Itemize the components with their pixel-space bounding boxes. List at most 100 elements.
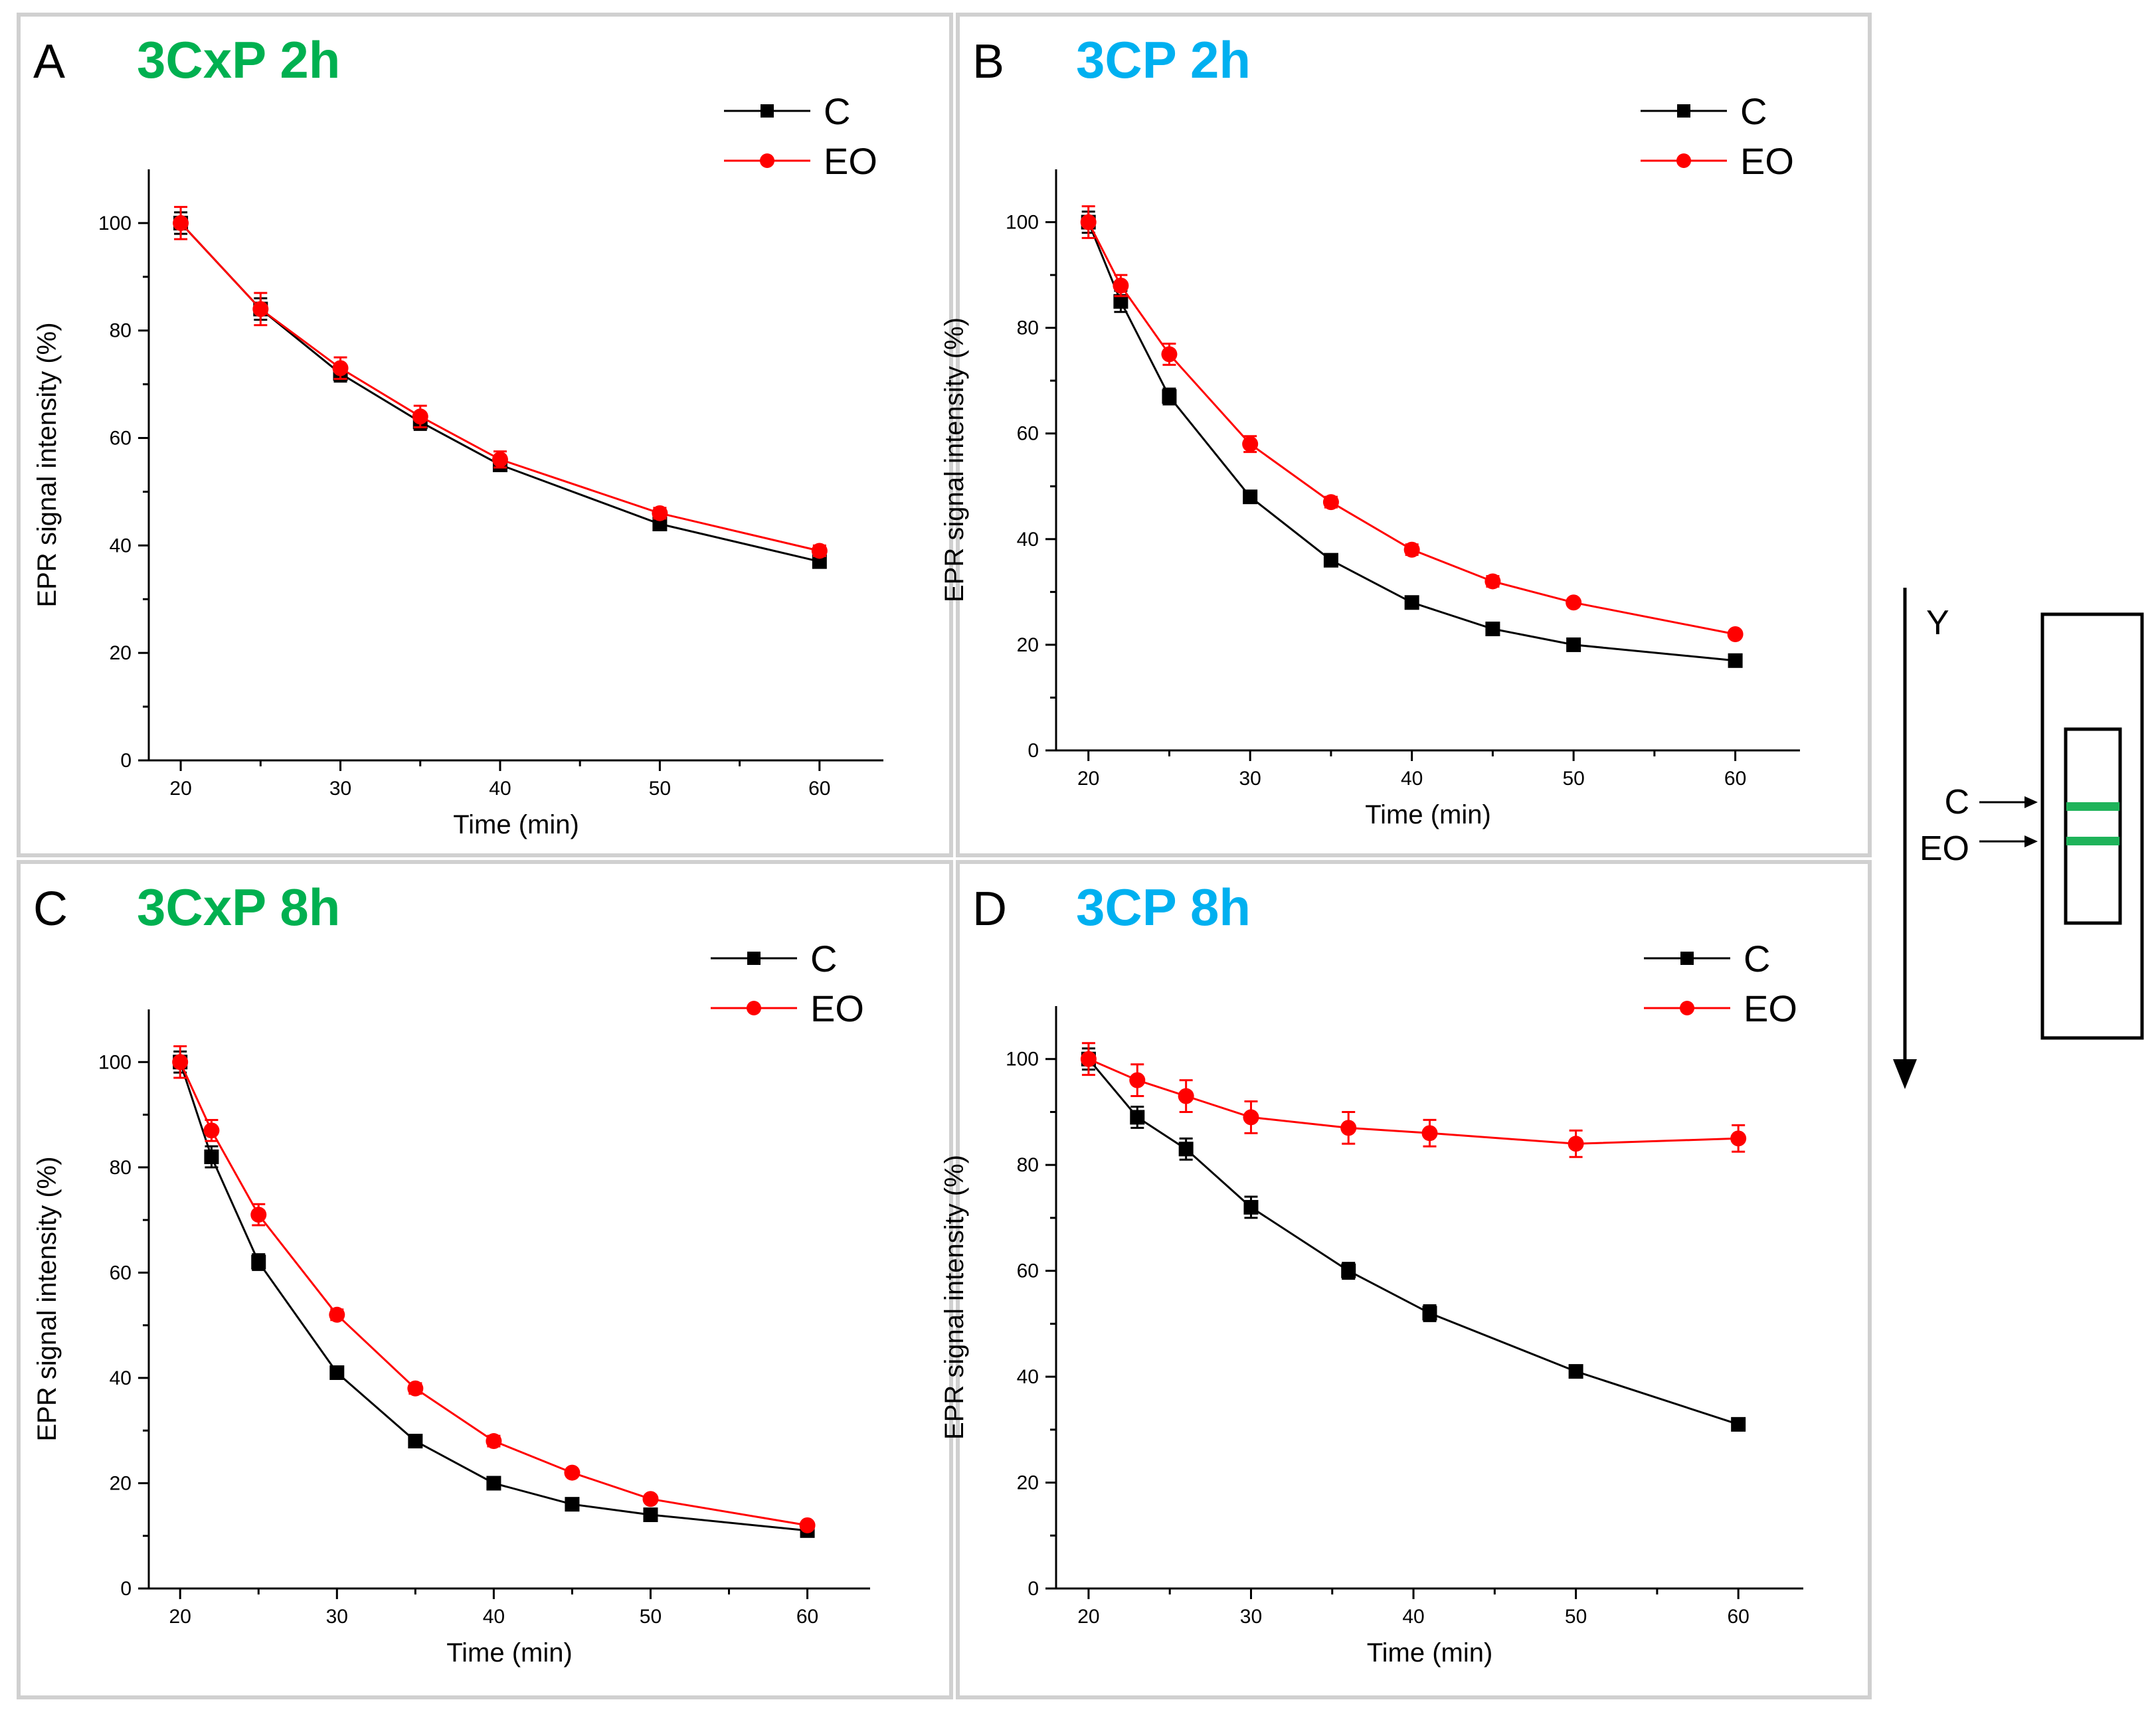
series-eo-point [1129, 1072, 1146, 1088]
y-tick-label: 100 [98, 213, 132, 234]
x-tick-label: 30 [1239, 768, 1261, 790]
y-tick-label: 60 [1017, 1260, 1039, 1282]
x-tick-label: 60 [1724, 768, 1746, 790]
x-tick-label: 20 [169, 1606, 191, 1628]
outer-strip [2040, 612, 2144, 1040]
series-c-point [1178, 1142, 1194, 1157]
y-axis-label: EPR signal intensity (%) [940, 317, 969, 602]
series-c-point [1422, 1306, 1437, 1321]
x-tick-label: 50 [1565, 1606, 1587, 1628]
y-tick-label: 80 [1017, 1154, 1039, 1176]
legend-label: C [1740, 90, 1767, 132]
series-eo-line [179, 1061, 808, 1527]
y-tick-label: 100 [98, 1051, 132, 1073]
y-tick-label: 80 [110, 1157, 132, 1179]
series-eo-point [250, 1207, 267, 1223]
series-c-point [1113, 294, 1128, 309]
y-direction-arrowhead [1893, 1059, 1917, 1089]
legend-label: C [1744, 938, 1770, 980]
series-c-line [1087, 1058, 1739, 1426]
x-tick-label: 40 [1402, 1606, 1424, 1628]
series-eo-point [652, 505, 668, 521]
series-eo-point [1730, 1130, 1747, 1147]
x-tick-label: 40 [1401, 768, 1423, 790]
panel-title: 3CxP 8h [137, 878, 340, 936]
series-eo-point [486, 1433, 502, 1450]
y-tick-label: 60 [110, 1262, 132, 1284]
series-eo-point [1568, 1136, 1584, 1152]
series-eo-point [1080, 214, 1097, 230]
panel-a: A 3CxP 2h 0 20 40 60 80 100 20 30 40 50 60 Time (min)… [17, 13, 953, 857]
x-axis-label: Time (min) [1365, 800, 1491, 829]
series-eo-point [799, 1517, 816, 1533]
panel-border [17, 13, 953, 857]
legend-marker [1677, 104, 1690, 118]
y-tick-label: 40 [1017, 1366, 1039, 1388]
legend-label: EO [824, 140, 877, 182]
series-c-point [1243, 489, 1258, 505]
y-tick-label: 0 [1028, 740, 1039, 762]
x-tick-label: 30 [1240, 1606, 1262, 1628]
panels-layer: A 3CxP 2h 0 20 40 60 80 100 20 30 40 50 60 Time (min)… [17, 13, 1872, 1699]
x-tick-label: 40 [489, 778, 511, 800]
x-tick-label: 60 [808, 778, 830, 800]
panel-letter: C [33, 883, 68, 936]
series-eo-point [1566, 594, 1582, 611]
x-tick-label: 20 [1077, 768, 1099, 790]
series-eo-point [1113, 278, 1129, 294]
panel-title: 3CP 2h [1076, 31, 1251, 89]
y-tick-label: 40 [110, 1367, 132, 1389]
series-eo-point [329, 1306, 345, 1323]
series-eo-line [1087, 221, 1736, 636]
legend-marker [1676, 153, 1691, 168]
y-tick-label: 20 [1017, 634, 1039, 656]
series-eo-point [1242, 436, 1259, 452]
x-tick-label: 50 [1562, 768, 1584, 790]
series-eo-point [1243, 1109, 1259, 1126]
legend-marker [747, 952, 761, 965]
y-tick-label: 100 [1006, 1049, 1039, 1071]
series-eo-point [172, 1054, 189, 1071]
series-eo-point [173, 214, 189, 231]
series-c-point [1566, 637, 1581, 652]
series-c-line [1087, 221, 1736, 662]
y-tick-label: 80 [1017, 317, 1039, 339]
series-eo-point [1484, 573, 1501, 590]
series-c-point [1404, 595, 1419, 610]
schematic-c-label: C [1944, 783, 1969, 821]
series-c-point [1162, 389, 1177, 404]
y-tick-label: 0 [120, 750, 132, 772]
legend-label: C [824, 90, 850, 132]
series-eo-point [1727, 626, 1744, 642]
series-c-point [565, 1497, 580, 1512]
series-c-line [180, 222, 820, 563]
x-tick-label: 50 [640, 1606, 662, 1628]
series-eo-point [642, 1491, 659, 1507]
x-tick-label: 50 [649, 778, 671, 800]
series-eo-point [1421, 1125, 1438, 1142]
x-tick-label: 40 [483, 1606, 505, 1628]
series-c-point [251, 1254, 266, 1270]
x-tick-label: 20 [1077, 1606, 1099, 1628]
series-eo-point [492, 451, 508, 468]
series-c-point [643, 1507, 658, 1523]
series-c-point [1130, 1110, 1145, 1125]
y-tick-label: 0 [120, 1578, 132, 1600]
y-tick-label: 100 [1006, 212, 1039, 234]
panel-border [956, 13, 1872, 857]
series-c-point [1731, 1416, 1746, 1432]
series-c-point [1243, 1199, 1259, 1215]
legend-marker [747, 1001, 761, 1015]
legend-label: EO [810, 987, 864, 1029]
series-c-point [1568, 1364, 1583, 1379]
legend-marker [761, 104, 774, 118]
legend-label: C [810, 938, 837, 980]
series-eo-point [203, 1122, 220, 1139]
series-eo-point [1178, 1088, 1194, 1104]
series-c-point [652, 517, 668, 531]
panel-letter: A [33, 35, 65, 88]
y-tick-label: 0 [1028, 1578, 1039, 1600]
series-c-point [1728, 653, 1743, 668]
x-axis-label: Time (min) [453, 810, 579, 839]
